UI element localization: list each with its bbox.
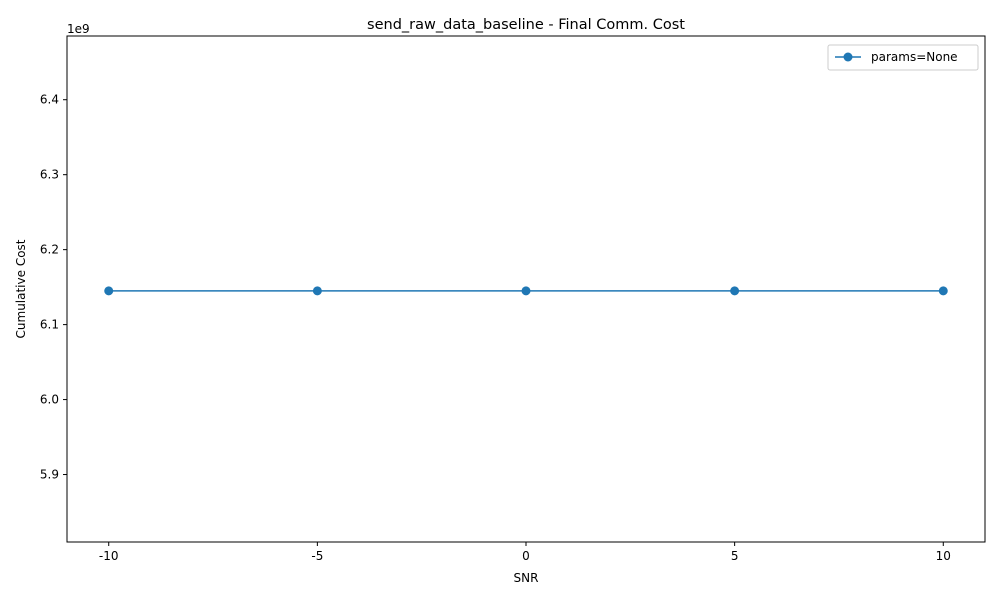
y-tick-label: 6.0 [40, 393, 59, 407]
data-point [938, 286, 948, 296]
y-tick-label: 5.9 [40, 468, 59, 482]
x-axis-label: SNR [514, 571, 539, 585]
y-tick-label: 6.1 [40, 318, 59, 332]
data-point [312, 286, 322, 296]
data-point [104, 286, 114, 296]
legend-box [827, 44, 979, 71]
legend-entry-label: params=None [871, 50, 958, 64]
x-tick-label: -5 [311, 549, 323, 563]
x-tick-label: 10 [936, 549, 951, 563]
series-layer [104, 286, 948, 296]
y-axis-label: Cumulative Cost [14, 239, 28, 338]
y-tick-label: 6.4 [40, 93, 59, 107]
x-tick-label: 0 [522, 549, 530, 563]
x-ticks: -10 -5 0 5 10 [99, 542, 951, 563]
legend-marker-swatch [843, 52, 853, 62]
data-point [521, 286, 531, 296]
x-tick-label: -10 [99, 549, 119, 563]
legend: params=None [827, 44, 979, 71]
data-point [730, 286, 740, 296]
y-offset-label: 1e9 [67, 22, 90, 36]
x-tick-label: 5 [731, 549, 739, 563]
y-tick-label: 6.2 [40, 243, 59, 257]
y-ticks: 5.9 6.0 6.1 6.2 6.3 6.4 [40, 93, 67, 482]
y-tick-label: 6.3 [40, 168, 59, 182]
chart-title: send_raw_data_baseline - Final Comm. Cos… [367, 17, 685, 33]
